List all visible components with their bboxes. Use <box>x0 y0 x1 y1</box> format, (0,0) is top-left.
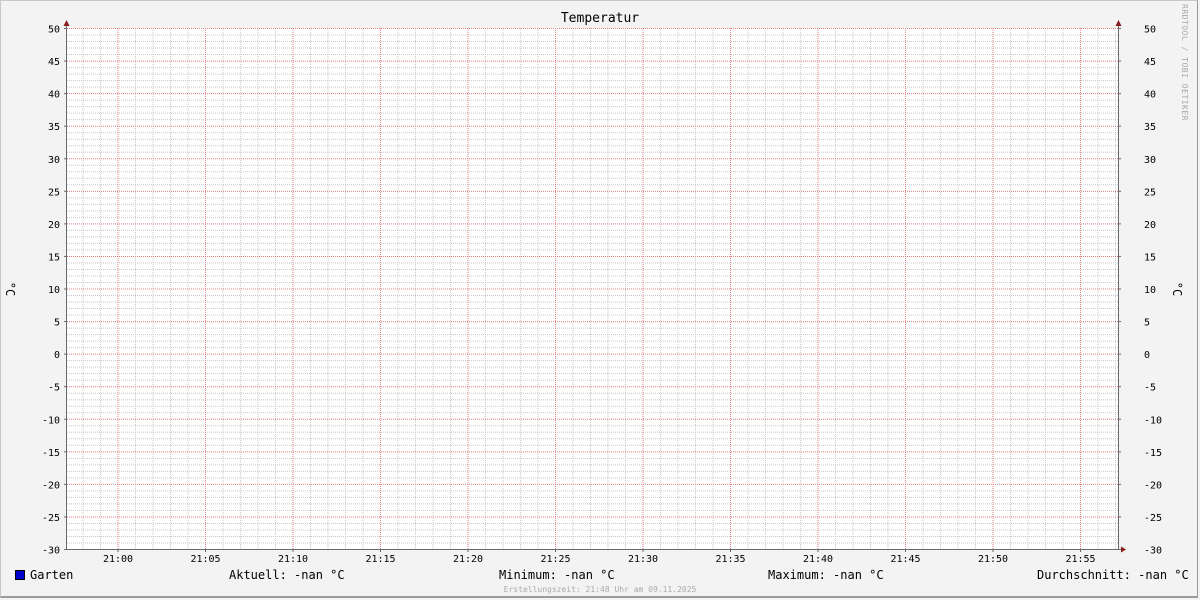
y-tick-label-left: -15 <box>42 448 60 459</box>
legend-aktuell: Aktuell: -nan °C <box>229 568 345 582</box>
plot-background <box>67 28 1118 549</box>
x-tick-label: 21:10 <box>278 554 308 565</box>
x-tick-label: 21:15 <box>365 554 395 565</box>
y-tick-label-left: 45 <box>48 57 60 68</box>
y-tick-label-right: 5 <box>1144 318 1150 329</box>
y-tick-label-left: 30 <box>48 155 60 166</box>
y-tick-label-right: -15 <box>1144 448 1162 459</box>
y-axis-label-right: °C <box>1170 281 1185 297</box>
y-tick-label-right: -5 <box>1144 383 1156 394</box>
y-tick-label-left: 0 <box>54 350 60 361</box>
y-tick-label-left: -5 <box>48 383 60 394</box>
x-tick-label: 21:45 <box>890 554 920 565</box>
y-tick-label-left: 35 <box>48 122 60 133</box>
legend-swatch-garten <box>15 570 25 580</box>
y-tick-label-right: 30 <box>1144 155 1156 166</box>
y-tick-label-left: -30 <box>42 546 60 557</box>
legend-maximum: Maximum: -nan °C <box>768 568 884 582</box>
x-tick-label: 21:25 <box>540 554 570 565</box>
y-axis-arrow-right <box>1115 20 1122 26</box>
x-tick-label: 21:40 <box>803 554 833 565</box>
y-tick-label-left: -10 <box>42 415 60 426</box>
y-tick-label-right: 40 <box>1144 90 1156 101</box>
y-tick-label-right: 35 <box>1144 122 1156 133</box>
y-tick-label-right: -10 <box>1144 415 1162 426</box>
y-tick-label-left: -25 <box>42 513 60 524</box>
x-tick-label: 21:55 <box>1065 554 1095 565</box>
x-tick-label: 21:35 <box>715 554 745 565</box>
x-tick-label: 21:05 <box>190 554 220 565</box>
y-tick-label-left: 50 <box>48 25 60 36</box>
y-tick-label-right: 20 <box>1144 220 1156 231</box>
y-tick-label-left: 10 <box>48 285 60 296</box>
footer-timestamp: Erstellungszeit: 21:48 Uhr am 09.11.2025 <box>503 585 697 594</box>
y-tick-label-right: -30 <box>1144 546 1162 557</box>
x-tick-label: 21:30 <box>628 554 658 565</box>
y-tick-label-right: -20 <box>1144 480 1162 491</box>
legend-durchschnitt: Durchschnitt: -nan °C <box>1037 568 1189 582</box>
y-tick-label-right: 45 <box>1144 57 1156 68</box>
y-tick-label-right: 0 <box>1144 350 1150 361</box>
legend-series-name: Garten <box>30 568 74 582</box>
x-tick-label: 21:00 <box>103 554 133 565</box>
y-tick-label-left: 25 <box>48 187 60 198</box>
y-tick-label-right: 10 <box>1144 285 1156 296</box>
y-tick-label-right: -25 <box>1144 513 1162 524</box>
y-tick-label-left: 40 <box>48 90 60 101</box>
legend-minimum: Minimum: -nan °C <box>499 568 615 582</box>
y-axis-label-left: °C <box>3 281 18 297</box>
y-tick-label-left: 15 <box>48 252 60 263</box>
y-tick-label-right: 50 <box>1144 25 1156 36</box>
watermark: RRDTOOL / TOBI OETIKER <box>1180 4 1189 121</box>
y-tick-label-left: -20 <box>42 480 60 491</box>
chart-title: Temperatur <box>560 11 640 26</box>
y-tick-label-right: 25 <box>1144 187 1156 198</box>
x-axis-arrow <box>1121 546 1126 553</box>
y-tick-label-left: 5 <box>54 318 60 329</box>
x-tick-label: 21:50 <box>978 554 1008 565</box>
y-axis-arrow-left <box>63 20 70 26</box>
y-tick-label-left: 20 <box>48 220 60 231</box>
x-tick-label: 21:20 <box>453 554 483 565</box>
y-tick-label-right: 15 <box>1144 252 1156 263</box>
